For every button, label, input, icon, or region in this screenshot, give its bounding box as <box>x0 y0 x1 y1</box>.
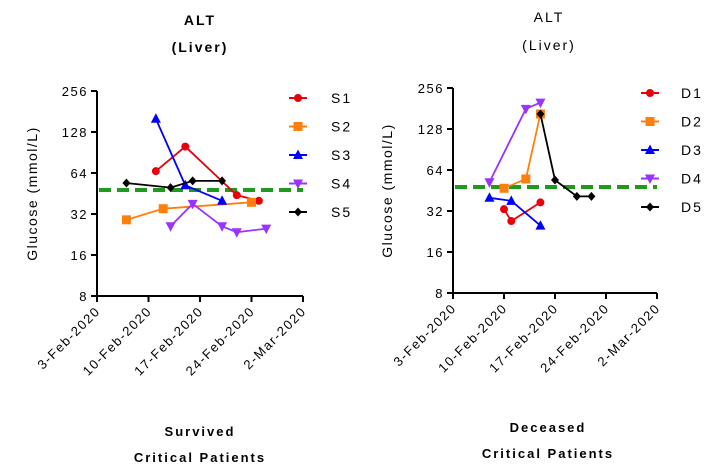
data-point-s1 <box>254 196 263 205</box>
series-line-d5 <box>539 113 592 198</box>
data-point-d5 <box>572 191 581 201</box>
data-point-d1 <box>507 217 516 226</box>
data-point-s2 <box>121 215 131 225</box>
data-point-d5 <box>587 191 596 201</box>
y-axis-title: Glucose (mmol/L) <box>379 123 395 257</box>
chart-subtitle: (Liver) <box>522 37 576 53</box>
legend-marker-s5 <box>294 207 302 217</box>
data-point-d3 <box>506 195 517 205</box>
x-axis-title: Deceased <box>510 420 587 435</box>
series-line-d4 <box>488 101 541 183</box>
data-point-s3 <box>150 113 161 123</box>
y-tick-label: 16 <box>71 248 88 263</box>
data-point-d2 <box>521 174 531 184</box>
legend-marker-d5 <box>646 202 654 212</box>
data-point-s5 <box>188 176 197 186</box>
data-point-d4 <box>484 178 495 188</box>
data-point-s4 <box>261 224 272 235</box>
data-point-d3 <box>484 192 495 202</box>
y-tick-label: 32 <box>427 204 444 219</box>
data-point-s5 <box>122 178 131 188</box>
data-point-d5 <box>536 109 545 119</box>
y-tick-label: 128 <box>418 122 444 137</box>
legend-label-d4: D4 <box>681 171 703 187</box>
y-tick-label: 256 <box>418 81 444 96</box>
chart-subtitle: (Liver) <box>172 39 229 55</box>
y-tick-label: 64 <box>71 166 88 181</box>
y-tick-label: 8 <box>435 286 444 301</box>
legend-marker-d1 <box>646 89 654 97</box>
data-point-s4 <box>217 222 228 232</box>
y-tick-label: 128 <box>62 125 88 140</box>
y-tick-label: 32 <box>71 207 88 222</box>
data-point-s4 <box>187 199 198 210</box>
y-tick-label: 8 <box>79 289 88 304</box>
legend-label-d3: D3 <box>681 142 703 158</box>
data-point-s5 <box>218 176 227 186</box>
legend-marker-s1 <box>294 94 302 102</box>
y-tick-label: 256 <box>62 84 88 99</box>
legend-marker-s4 <box>293 179 303 189</box>
series-line-s2 <box>126 201 252 221</box>
y-tick-label: 16 <box>427 245 444 260</box>
legend-label-s4: S4 <box>331 176 352 192</box>
series-line-s5 <box>126 179 223 189</box>
data-point-s1 <box>181 142 190 151</box>
data-point-s1 <box>232 191 241 200</box>
legend-label-d5: D5 <box>681 199 703 215</box>
legend-label-d1: D1 <box>681 85 703 101</box>
chart-title: ALT <box>184 12 216 28</box>
legend-label-s3: S3 <box>331 147 352 163</box>
data-point-s4 <box>231 228 242 238</box>
data-point-d5 <box>551 175 559 185</box>
data-point-s2 <box>158 204 168 214</box>
y-axis-title: Glucose (mmol/L) <box>24 126 40 260</box>
y-tick-label: 64 <box>427 163 444 178</box>
chart-title: ALT <box>534 9 565 25</box>
legend-label-s5: S5 <box>331 204 352 220</box>
x-axis-title: Survived <box>165 424 236 439</box>
data-point-d1 <box>500 205 508 214</box>
data-point-s3 <box>217 195 228 205</box>
series-line-s4 <box>169 202 267 234</box>
legend-label-s2: S2 <box>331 119 352 135</box>
legend-label-s1: S1 <box>331 90 352 106</box>
data-point-s4 <box>165 222 176 232</box>
data-point-s1 <box>151 167 160 176</box>
legend-marker-s3 <box>293 149 303 159</box>
legend-marker-d4 <box>645 174 655 184</box>
data-point-d4 <box>520 104 531 115</box>
legend-marker-d3 <box>645 144 655 154</box>
legend-marker-d2 <box>645 117 655 126</box>
legend-marker-s2 <box>293 122 303 131</box>
x-axis-subtitle: Critical Patients <box>134 450 266 465</box>
data-point-d1 <box>536 198 545 207</box>
x-axis-subtitle: Critical Patients <box>482 446 614 461</box>
data-point-d3 <box>535 220 546 230</box>
data-point-s3 <box>180 179 191 190</box>
data-point-s2 <box>247 197 256 207</box>
legend-label-d2: D2 <box>681 114 703 130</box>
data-point-d4 <box>535 98 546 109</box>
data-point-d2 <box>499 183 509 193</box>
data-point-s5 <box>166 183 175 193</box>
